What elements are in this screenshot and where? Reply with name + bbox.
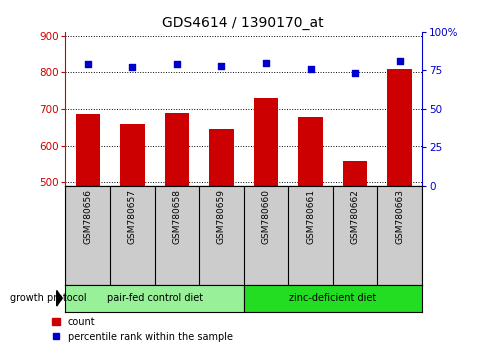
Text: GSM780660: GSM780660: [261, 189, 270, 244]
Text: GSM780656: GSM780656: [83, 189, 92, 244]
Text: GSM780657: GSM780657: [128, 189, 136, 244]
Bar: [209, 129, 233, 186]
Polygon shape: [57, 290, 62, 306]
Point: [306, 66, 314, 72]
Text: GSM780659: GSM780659: [216, 189, 226, 244]
Bar: [298, 117, 322, 186]
Bar: [243, 285, 421, 312]
Text: GDS4614 / 1390170_at: GDS4614 / 1390170_at: [161, 16, 323, 30]
Bar: [76, 114, 100, 186]
Legend: count, percentile rank within the sample: count, percentile rank within the sample: [48, 313, 236, 346]
Bar: [253, 98, 278, 186]
Text: zinc-deficient diet: zinc-deficient diet: [288, 293, 376, 303]
Bar: [120, 124, 144, 186]
Text: growth protocol: growth protocol: [10, 293, 86, 303]
Point: [84, 61, 91, 67]
Text: pair-fed control diet: pair-fed control diet: [106, 293, 202, 303]
Point: [128, 64, 136, 70]
Text: GSM780662: GSM780662: [350, 189, 359, 244]
Bar: [65, 285, 243, 312]
Point: [173, 61, 181, 67]
Point: [350, 70, 358, 76]
Bar: [387, 69, 411, 186]
Point: [395, 58, 403, 64]
Bar: [164, 113, 189, 186]
Bar: [342, 161, 366, 186]
Text: GSM780658: GSM780658: [172, 189, 181, 244]
Point: [261, 60, 269, 65]
Text: GSM780661: GSM780661: [305, 189, 315, 244]
Point: [217, 63, 225, 69]
Text: GSM780663: GSM780663: [394, 189, 403, 244]
